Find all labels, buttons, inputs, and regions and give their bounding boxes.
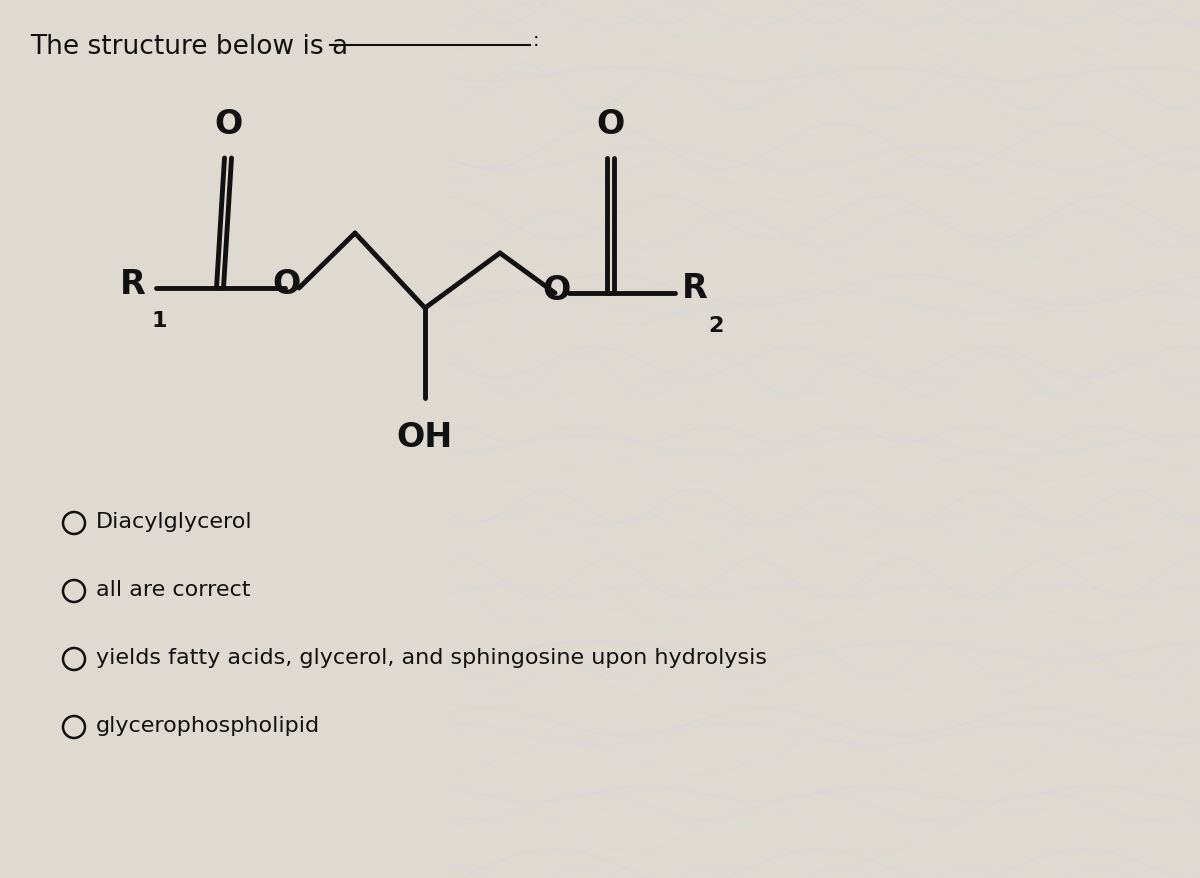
Text: O: O (272, 268, 300, 301)
Text: all are correct: all are correct (96, 579, 251, 600)
Text: :: : (533, 31, 540, 50)
Text: Diacylglycerol: Diacylglycerol (96, 511, 253, 531)
Text: yields fatty acids, glycerol, and sphingosine upon hydrolysis: yields fatty acids, glycerol, and sphing… (96, 647, 767, 667)
Text: The structure below is a: The structure below is a (30, 34, 348, 60)
Text: R: R (682, 272, 708, 306)
Text: glycerophospholipid: glycerophospholipid (96, 716, 320, 735)
Text: O: O (214, 108, 242, 140)
Text: 2: 2 (708, 315, 724, 335)
Text: O: O (542, 273, 570, 306)
Text: OH: OH (397, 421, 454, 453)
Text: 1: 1 (152, 311, 168, 331)
Text: O: O (596, 108, 624, 140)
Text: R: R (120, 267, 146, 300)
